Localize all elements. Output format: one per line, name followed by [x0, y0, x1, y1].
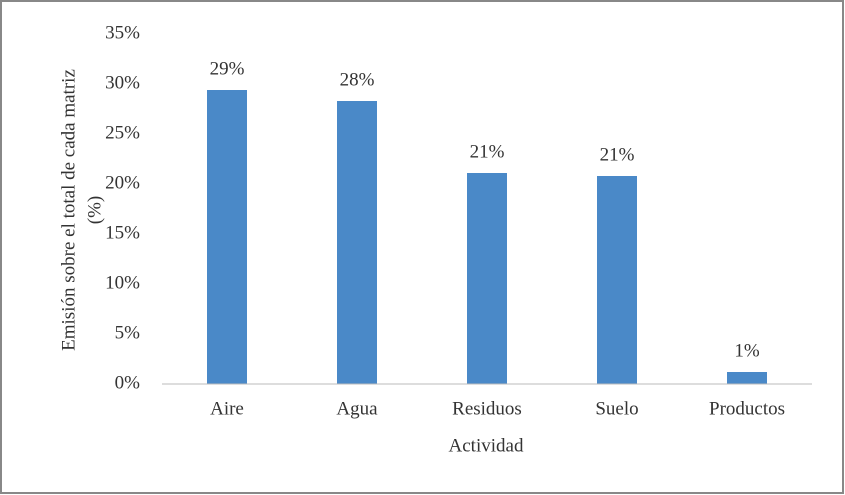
y-tick-label: 15% — [105, 222, 140, 243]
data-label: 21% — [600, 144, 635, 165]
y-axis-title-line: Emisión sobre el total de cada matriz — [58, 69, 79, 351]
data-label: 29% — [210, 58, 245, 79]
y-tick-label: 35% — [105, 22, 140, 43]
bar — [727, 372, 767, 384]
x-tick-label: Suelo — [595, 398, 638, 419]
x-tick-label: Aire — [210, 398, 244, 419]
data-label: 21% — [470, 141, 505, 162]
x-tick-label: Agua — [336, 398, 378, 419]
x-tick-label: Residuos — [452, 398, 522, 419]
bar — [597, 176, 637, 384]
x-tick-label: Productos — [709, 398, 785, 419]
bar — [337, 101, 377, 384]
bar — [207, 90, 247, 384]
data-label: 1% — [734, 340, 760, 361]
bar — [467, 173, 507, 384]
data-label: 28% — [340, 69, 375, 90]
y-tick-label: 10% — [105, 272, 140, 293]
x-axis-title: Actividad — [449, 435, 524, 456]
y-tick-label: 30% — [105, 72, 140, 93]
y-axis-title: Emisión sobre el total de cada matriz (%… — [58, 69, 105, 351]
y-tick-label: 5% — [115, 322, 141, 343]
y-tick-label: 0% — [115, 372, 141, 393]
y-tick-label: 25% — [105, 122, 140, 143]
y-tick-label: 20% — [105, 172, 140, 193]
y-axis-title-line: (%) — [84, 196, 105, 224]
